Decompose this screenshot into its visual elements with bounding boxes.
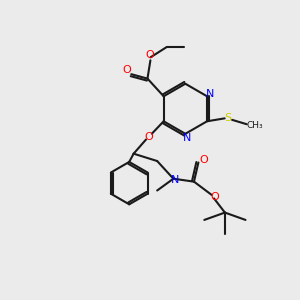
Text: O: O	[199, 154, 208, 165]
Text: N: N	[183, 133, 191, 143]
Text: O: O	[211, 192, 220, 202]
Text: O: O	[122, 65, 131, 75]
Text: N: N	[171, 175, 179, 185]
Text: CH₃: CH₃	[247, 121, 263, 130]
Text: O: O	[146, 50, 154, 60]
Text: O: O	[144, 132, 153, 142]
Text: S: S	[225, 113, 232, 123]
Text: N: N	[206, 89, 215, 99]
